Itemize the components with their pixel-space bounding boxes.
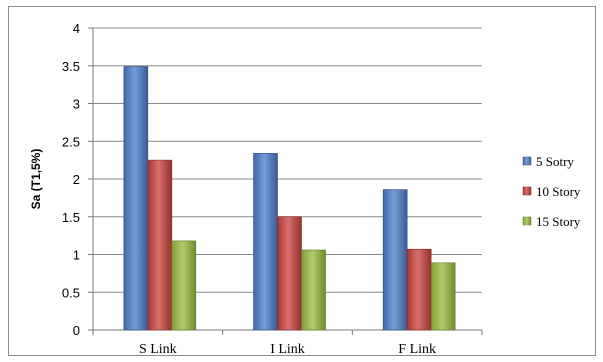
legend-swatch <box>522 156 532 166</box>
bar-15-story-s-link <box>171 240 197 331</box>
legend-swatch <box>522 186 532 196</box>
x-category-label: F Link <box>398 342 436 357</box>
x-category-label: S Link <box>139 342 177 357</box>
x-category-labels: S Link I Link F Link <box>139 342 436 357</box>
bar-10-story-s-link <box>147 159 173 331</box>
bar-15-story-i-link <box>301 249 326 331</box>
bar-5-sotry-f-link <box>382 189 408 331</box>
y-tick-label: 1 <box>73 248 80 263</box>
y-tick-label: 4 <box>73 21 80 36</box>
y-tick-label: 3.5 <box>62 59 80 74</box>
bar-5-sotry-s-link <box>123 66 149 331</box>
y-tick-label: 1.5 <box>62 210 80 225</box>
y-axis-label: Sa (T1,5%) <box>29 149 43 210</box>
legend-label: 5 Sotry <box>536 154 574 169</box>
bar-10-story-f-link <box>406 248 432 331</box>
bar-5-sotry-i-link <box>253 153 278 331</box>
y-tick-label: 3 <box>73 97 80 112</box>
y-tick-label: 0.5 <box>62 285 80 300</box>
bar-15-story-f-link <box>430 262 456 331</box>
legend-label: 10 Story <box>536 184 581 199</box>
legend-label: 15 Story <box>536 214 581 229</box>
x-category-label: I Link <box>270 342 305 357</box>
legend: 5 Sotry 10 Story 15 Story <box>522 154 581 229</box>
y-tick-label: 2 <box>73 172 80 187</box>
bars <box>123 66 456 331</box>
y-tick-labels: 0 0.5 1 1.5 2 2.5 3 3.5 4 <box>62 21 80 338</box>
y-tick-label: 2.5 <box>62 134 80 149</box>
y-tick-label: 0 <box>73 323 80 338</box>
bar-10-story-i-link <box>277 216 302 331</box>
legend-swatch <box>522 216 532 226</box>
